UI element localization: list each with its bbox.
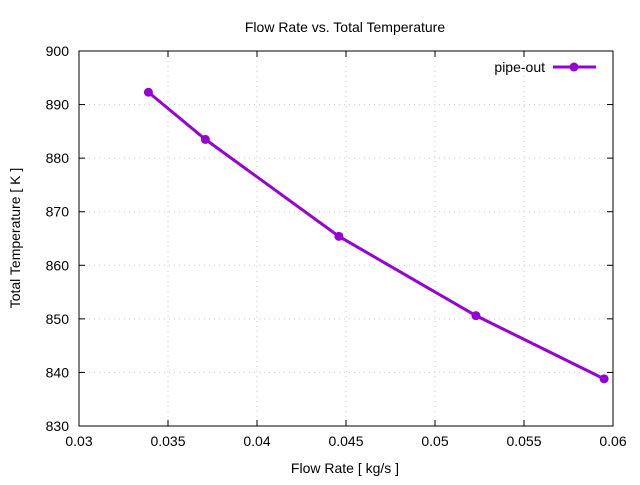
data-point [143, 87, 153, 97]
grid [79, 51, 613, 426]
x-tick-label: 0.03 [65, 433, 92, 449]
plot-frame [78, 50, 614, 427]
y-tick-label: 900 [46, 43, 70, 59]
y-tick-label: 870 [46, 204, 70, 220]
x-tick-label: 0.04 [243, 433, 270, 449]
x-tick-label: 0.055 [506, 433, 541, 449]
ticks: 0.03 0.035 0.04 0.045 0.05 0.055 0.06 830 840 850… [46, 43, 627, 449]
y-tick-label: 890 [46, 97, 70, 113]
series-line [147, 91, 605, 381]
data-point [599, 374, 609, 384]
y-axis-label: Total Temperature [ K ] [7, 168, 23, 309]
data-point [471, 311, 481, 321]
legend: pipe-out [494, 59, 596, 75]
legend-label: pipe-out [494, 59, 545, 75]
x-tick-label: 0.05 [421, 433, 448, 449]
x-tick-label: 0.035 [150, 433, 185, 449]
y-tick-label: 860 [46, 257, 70, 273]
x-tick-label: 0.045 [328, 433, 363, 449]
x-axis-label: Flow Rate [ kg/s ] [291, 460, 399, 476]
data-point [200, 134, 210, 144]
y-tick-label: 880 [46, 150, 70, 166]
y-tick-label: 840 [46, 364, 70, 380]
series [143, 87, 609, 384]
y-tick-label: 850 [46, 311, 70, 327]
chart-title: Flow Rate vs. Total Temperature [245, 19, 445, 35]
x-tick-label: 0.06 [599, 433, 626, 449]
data-point [334, 231, 344, 241]
y-tick-label: 830 [46, 418, 70, 434]
legend-marker [569, 62, 579, 72]
